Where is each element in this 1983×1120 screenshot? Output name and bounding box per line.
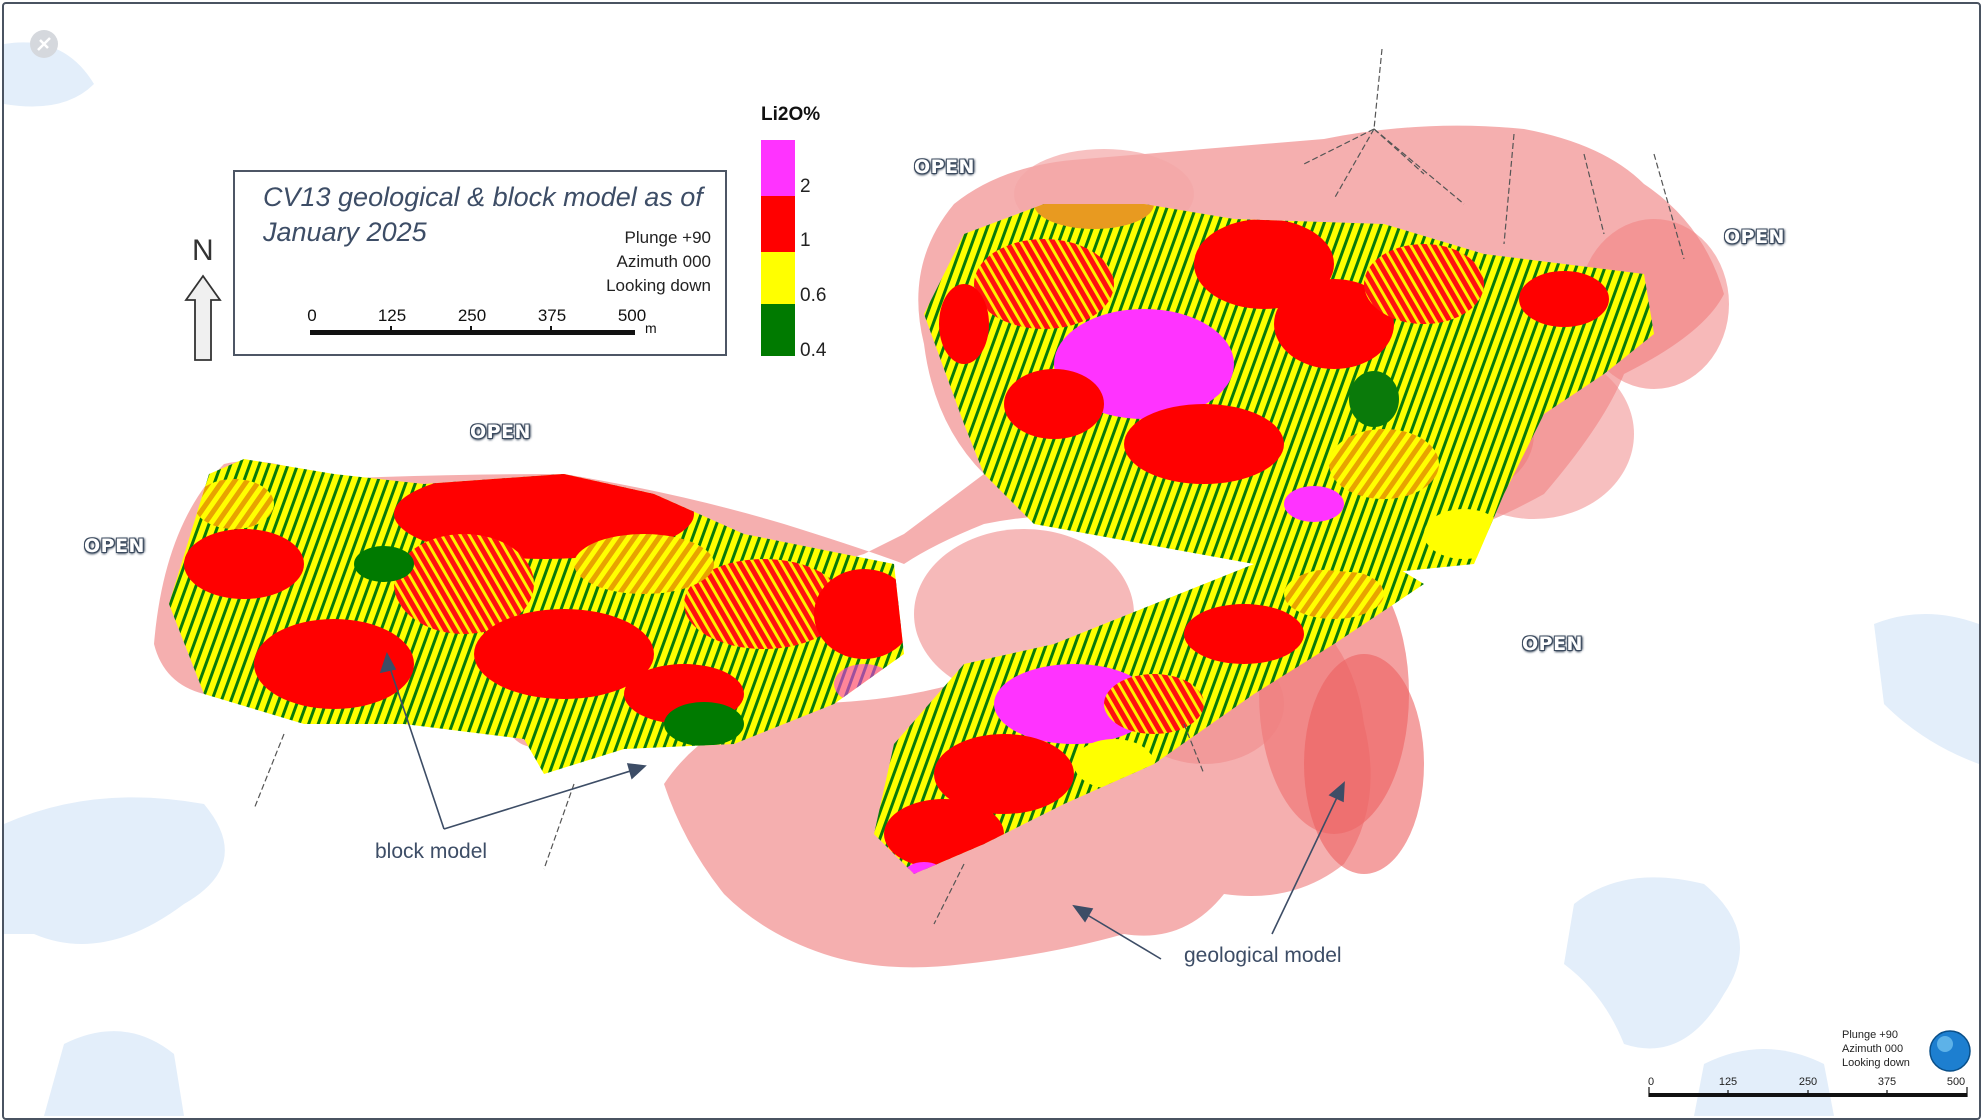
view-plunge: Plunge +90 (624, 228, 712, 247)
legend-label-0-4: 0.4 (800, 340, 827, 361)
title-box: CV13 geological & block model as of Janu… (233, 170, 727, 356)
bottom-right-scale-bar (1648, 1087, 1968, 1097)
open-label-south-east: OPEN (1522, 633, 1583, 655)
legend-swatch-0-4 (761, 304, 795, 356)
open-label-west: OPEN (84, 535, 145, 557)
br-tick-500: 500 (1946, 1076, 1966, 1088)
north-letter: N (192, 234, 214, 267)
open-label-far-east: OPEN (1724, 226, 1785, 248)
scale-unit: m (645, 320, 657, 336)
br-looking: Looking down (1842, 1057, 1910, 1069)
scale-bar-tick (470, 326, 472, 335)
open-label-north-west: OPEN (470, 421, 531, 443)
scale-bar: 0 125 250 375 500 m (235, 172, 725, 354)
br-plunge: Plunge +90 (1842, 1029, 1898, 1041)
view-globe-icon[interactable] (1929, 1030, 1971, 1072)
annotation-arrows (379, 651, 1345, 960)
view-azimuth: Azimuth 000 (616, 252, 712, 271)
br-azimuth: Azimuth 000 (1842, 1043, 1904, 1055)
map-canvas[interactable] (4, 4, 1979, 1118)
legend-label-0-6: 0.6 (800, 285, 827, 306)
legend-label-1: 1 (800, 230, 811, 251)
scale-tick-250: 250 (457, 306, 487, 325)
scale-tick-125: 125 (377, 306, 407, 325)
scale-bar-tick (390, 326, 392, 335)
legend-swatch-1 (761, 196, 795, 252)
br-tick-250: 250 (1798, 1076, 1818, 1088)
open-label-north-east-lobe: OPEN (914, 156, 975, 178)
water-bodies (4, 42, 1979, 1116)
map-title: CV13 geological & block model as of Janu… (263, 180, 703, 250)
view-looking: Looking down (606, 276, 711, 295)
north-arrow: N (182, 234, 224, 361)
geological-model-label: geological model (1184, 944, 1342, 967)
title-line-1: CV13 geological & block model as of (263, 182, 703, 212)
block-model-label: block model (375, 840, 488, 863)
bottom-right-view-info: Plunge +90 Azimuth 000 Looking down (1842, 1028, 1910, 1070)
north-arrow-icon (184, 274, 222, 361)
scale-tick-500: 500 (617, 306, 647, 325)
scale-bar-line (310, 330, 635, 335)
br-tick-375: 375 (1877, 1076, 1897, 1088)
scale-tick-375: 375 (537, 306, 567, 325)
legend-swatch-0-6 (761, 252, 795, 304)
legend-title: Li2O% (761, 104, 821, 125)
title-line-2: January 2025 (263, 217, 427, 247)
legend-swatch-2 (761, 140, 795, 196)
scale-bar-tick (550, 326, 552, 335)
legend-label-2: 2 (800, 176, 811, 197)
br-tick-125: 125 (1718, 1076, 1738, 1088)
drill-traces (253, 48, 1685, 925)
scale-tick-0: 0 (307, 306, 317, 325)
block-model-east (924, 204, 1654, 574)
br-tick-0: 0 (1647, 1076, 1655, 1088)
tool-icon[interactable] (30, 30, 58, 58)
